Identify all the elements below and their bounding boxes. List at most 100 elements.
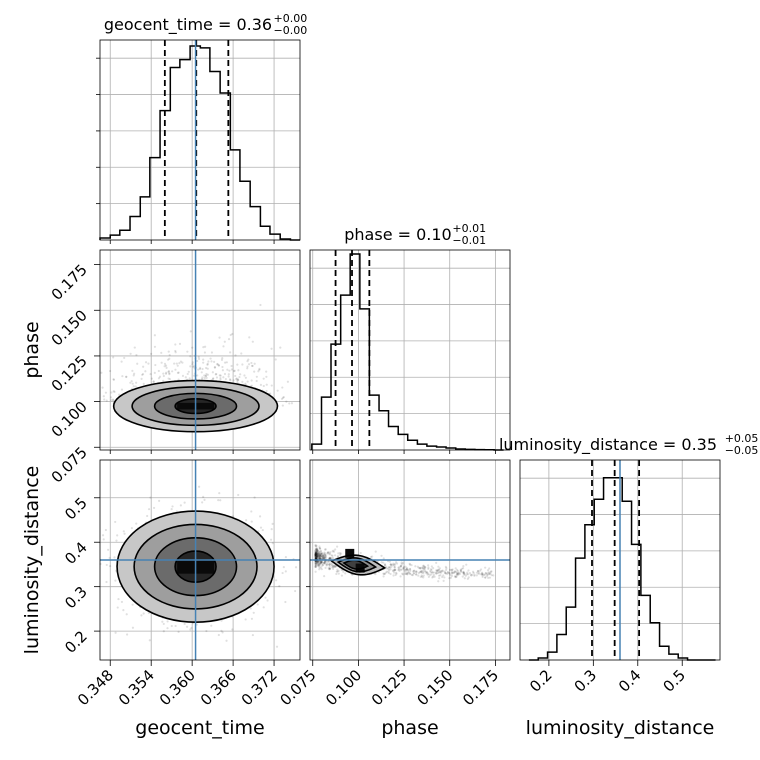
sample-point <box>462 571 465 574</box>
xtick-label-luminosity_distance-3: 0.5 <box>659 666 689 696</box>
sample-point <box>106 548 110 551</box>
sample-point <box>323 557 326 560</box>
xtick-label-geocent_time-0: 0.348 <box>74 666 117 709</box>
panel-frame-2-0 <box>99 459 301 661</box>
sample-point <box>206 363 209 366</box>
sample-point <box>318 554 321 557</box>
sample-point <box>320 561 323 564</box>
sample-point <box>179 360 183 363</box>
sample-point <box>237 493 240 497</box>
sample-point <box>135 522 138 525</box>
sample-point <box>114 631 117 634</box>
sample-point <box>398 569 401 573</box>
sample-point <box>435 572 438 575</box>
sample-point <box>445 568 448 571</box>
sample-point <box>333 564 336 567</box>
sample-point <box>437 574 441 577</box>
sample-point <box>189 628 192 631</box>
sample-point <box>262 384 265 388</box>
sample-point <box>113 390 116 394</box>
sample-point <box>320 560 323 563</box>
sample-point <box>111 398 115 401</box>
sample-point <box>329 563 333 566</box>
sample-point <box>486 573 489 576</box>
sample-point <box>175 362 178 365</box>
sample-point <box>262 377 265 380</box>
sample-point <box>321 552 324 555</box>
sample-point <box>323 551 326 554</box>
sample-point <box>323 556 326 559</box>
sample-point <box>424 569 427 573</box>
sample-point <box>428 574 431 577</box>
sample-point <box>392 562 395 565</box>
sample-point <box>314 555 317 558</box>
sample-point <box>487 576 490 579</box>
sample-point <box>322 556 325 559</box>
sample-point <box>445 566 448 570</box>
sample-point <box>231 628 234 631</box>
sample-point <box>117 597 120 601</box>
sample-point <box>455 570 458 574</box>
sample-point <box>157 377 161 380</box>
sample-point <box>165 371 168 374</box>
sample-point <box>219 377 222 380</box>
sample-point <box>246 360 249 363</box>
sample-point <box>331 550 334 553</box>
sample-point <box>314 553 317 556</box>
sample-point <box>435 569 439 573</box>
sample-point <box>281 571 284 575</box>
sample-point <box>422 574 425 577</box>
sample-point <box>316 555 319 558</box>
sample-point <box>419 567 422 570</box>
sample-point <box>316 548 319 552</box>
sample-point <box>477 571 480 574</box>
sample-point <box>320 552 323 556</box>
sample-point <box>454 570 457 573</box>
sample-point <box>389 563 392 566</box>
sample-point <box>192 365 195 369</box>
sample-point <box>314 551 317 555</box>
sample-point <box>314 555 317 558</box>
sample-point <box>318 563 321 567</box>
sample-point <box>265 375 268 378</box>
sample-point <box>132 385 135 388</box>
sample-point <box>314 553 317 556</box>
xlabel-geocent_time: geocent_time <box>135 717 264 739</box>
sample-point <box>275 579 278 582</box>
sample-point <box>471 573 474 576</box>
sample-point <box>152 506 156 510</box>
sample-point <box>134 385 137 388</box>
sample-point <box>162 630 165 633</box>
sample-point <box>423 568 426 571</box>
sample-point <box>399 575 402 578</box>
sample-point <box>489 572 492 575</box>
sample-point <box>323 561 326 564</box>
sample-point <box>463 573 466 576</box>
sample-point <box>256 603 259 606</box>
sample-point <box>211 371 214 374</box>
sample-point <box>150 377 153 380</box>
sample-point <box>112 378 115 381</box>
sample-point <box>329 551 332 554</box>
sample-point <box>261 528 264 532</box>
sample-point <box>332 549 335 552</box>
sample-point <box>455 572 459 575</box>
sample-point <box>315 553 318 557</box>
sample-point <box>442 579 445 582</box>
sample-point <box>197 355 200 359</box>
sample-point <box>324 548 327 551</box>
sample-point <box>234 374 237 378</box>
sample-point <box>129 381 132 384</box>
sample-point <box>227 375 230 378</box>
sample-point <box>219 378 222 381</box>
sample-point <box>152 380 155 383</box>
sample-point <box>336 545 339 548</box>
sample-point <box>228 369 231 372</box>
xtick-label-geocent_time-3: 0.366 <box>197 666 240 709</box>
sample-point <box>318 553 321 556</box>
sample-point <box>140 377 143 381</box>
sample-point <box>158 499 161 502</box>
sample-point <box>116 606 119 609</box>
sample-point <box>315 560 318 564</box>
ytick-label-luminosity_distance-1: 0.3 <box>61 583 91 613</box>
